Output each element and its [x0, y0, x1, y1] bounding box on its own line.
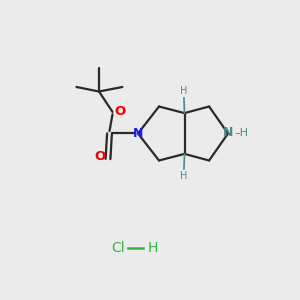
- Text: H: H: [180, 86, 188, 96]
- Text: Cl: Cl: [111, 241, 124, 254]
- Text: H: H: [180, 171, 188, 181]
- Text: N: N: [133, 127, 143, 140]
- Text: N: N: [223, 126, 233, 140]
- Text: –H: –H: [234, 128, 248, 138]
- Text: O: O: [114, 105, 125, 119]
- Text: O: O: [95, 150, 106, 163]
- Text: H: H: [148, 241, 158, 254]
